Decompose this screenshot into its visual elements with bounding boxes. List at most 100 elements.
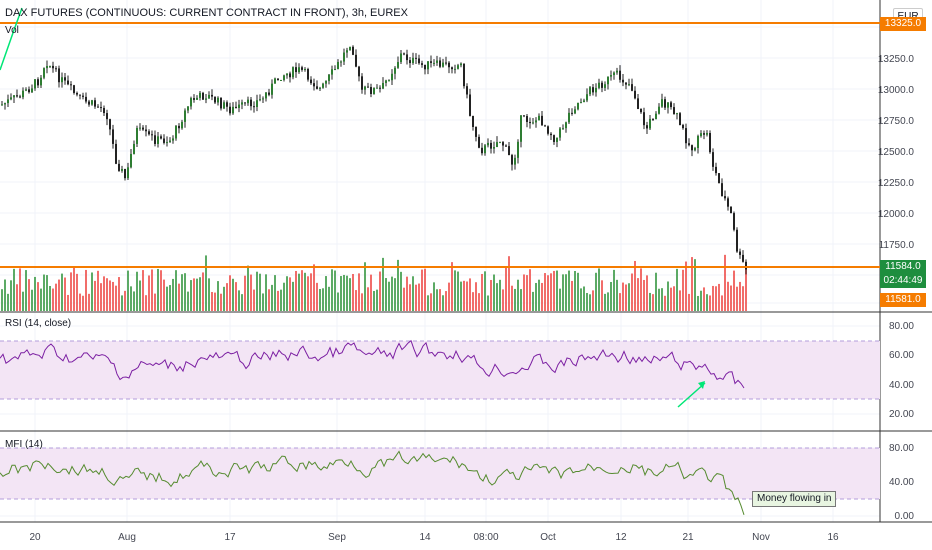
volume-bar	[7, 293, 9, 311]
volume-bar	[373, 290, 375, 311]
volume-bar	[688, 293, 690, 311]
volume-bar	[61, 273, 63, 311]
candle-body	[268, 92, 270, 95]
candle-body	[70, 84, 72, 86]
volume-bar	[10, 280, 12, 311]
candle-body	[331, 69, 333, 75]
volume-bar	[472, 292, 474, 311]
volume-bar	[514, 288, 516, 311]
volume-bar	[529, 269, 531, 311]
volume-bar	[439, 289, 441, 311]
volume-bar	[418, 283, 420, 311]
candle-body	[568, 112, 570, 123]
volume-bar	[232, 278, 234, 311]
volume-bar	[712, 285, 714, 311]
candle-body	[208, 94, 210, 99]
candle-body	[121, 169, 123, 171]
candle-body	[235, 106, 237, 108]
candle-body	[334, 69, 336, 71]
candle-body	[508, 146, 510, 156]
candle-body	[19, 96, 21, 98]
volume-bar	[361, 293, 363, 311]
volume-bar	[331, 269, 333, 311]
candle-body	[637, 98, 639, 109]
volume-bar	[82, 295, 84, 311]
candle-body	[559, 128, 561, 138]
candle-body	[640, 108, 642, 113]
volume-bar	[718, 283, 720, 311]
volume-bar	[736, 286, 738, 311]
candle-body	[172, 138, 174, 141]
candle-body	[706, 133, 708, 135]
volume-bar	[613, 269, 615, 311]
candle-body	[175, 125, 177, 139]
candle-body	[481, 147, 483, 154]
volume-bar	[490, 279, 492, 311]
candle-body	[472, 115, 474, 128]
candle-body	[718, 173, 720, 184]
candle-body	[328, 74, 330, 81]
candle-body	[367, 86, 369, 88]
volume-bar	[457, 271, 459, 311]
volume-bar	[163, 279, 165, 311]
volume-bar	[565, 274, 567, 311]
volume-bar	[625, 284, 627, 311]
volume-bar	[433, 282, 435, 311]
volume-bar	[64, 277, 66, 311]
volume-bar	[115, 285, 117, 311]
volume-bar	[55, 283, 57, 311]
volume-bar	[286, 276, 288, 311]
volume-bar	[193, 278, 195, 311]
candle-body	[415, 57, 417, 59]
candle-body	[340, 61, 342, 63]
volume-bar	[268, 289, 270, 311]
volume-bar	[409, 284, 411, 311]
candle-body	[742, 254, 744, 262]
volume-bar	[460, 281, 462, 311]
volume-bar	[274, 275, 276, 311]
candle-body	[274, 78, 276, 84]
candle-body	[595, 87, 597, 93]
candle-body	[73, 85, 75, 93]
candle-body	[139, 127, 141, 129]
candle-body	[190, 98, 192, 107]
candle-body	[130, 153, 132, 168]
volume-bar	[133, 291, 135, 311]
volume-bar	[463, 280, 465, 311]
candle-body	[373, 87, 375, 95]
volume-bar	[412, 276, 414, 311]
volume-bar	[610, 282, 612, 311]
candle-body	[607, 76, 609, 85]
rsi-line	[0, 339, 745, 389]
candle-body	[40, 77, 42, 86]
candle-body	[250, 99, 252, 107]
candle-body	[496, 142, 498, 148]
candle-body	[673, 107, 675, 115]
candle-body	[157, 136, 159, 144]
candle-body	[439, 60, 441, 67]
volume-bar	[517, 279, 519, 311]
candle-body	[118, 163, 120, 171]
time-tick: 08:00	[473, 532, 499, 543]
volume-bar	[172, 278, 174, 311]
candle-body	[724, 196, 726, 199]
volume-bar	[739, 281, 741, 311]
volume-bar	[385, 278, 387, 311]
volume-bar	[727, 281, 729, 311]
volume-bar	[37, 282, 39, 311]
volume-bar	[187, 291, 189, 311]
candle-body	[646, 125, 648, 129]
volume-bar	[577, 272, 579, 311]
candle-body	[217, 97, 219, 103]
candle-body	[376, 87, 378, 89]
candle-body	[364, 86, 366, 90]
candle-body	[163, 138, 165, 143]
volume-bar	[136, 271, 138, 311]
candle-body	[430, 61, 432, 63]
candle-body	[58, 68, 60, 83]
candle-body	[730, 206, 732, 214]
candle-body	[253, 106, 255, 108]
volume-bar	[595, 272, 597, 311]
volume-bar	[319, 288, 321, 311]
